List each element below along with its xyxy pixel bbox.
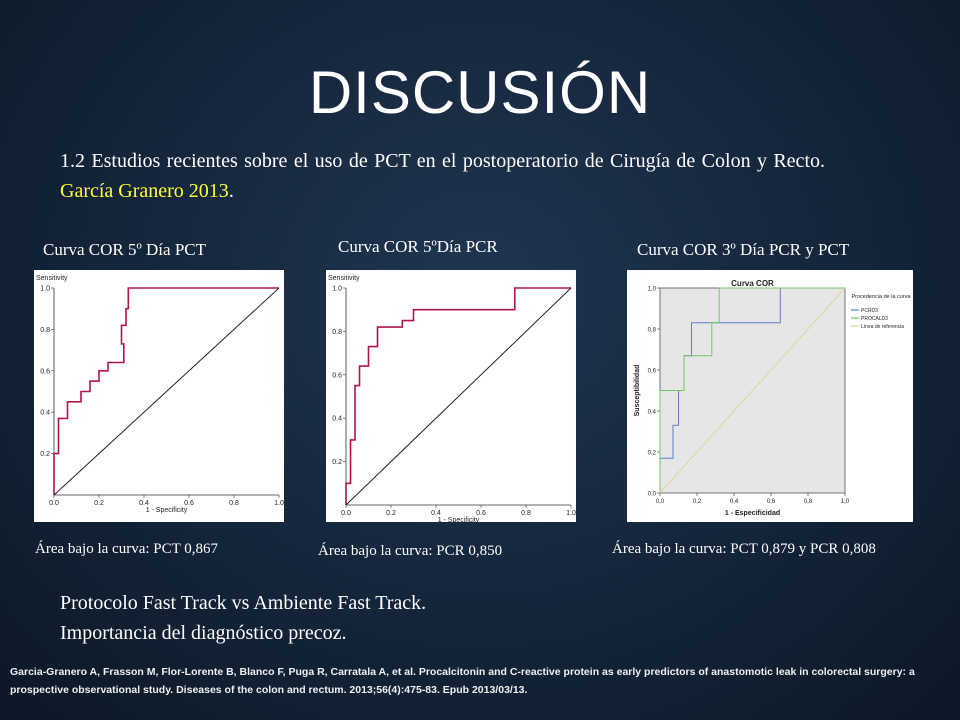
x-axis-label: 1 - Specificity [438, 517, 480, 522]
y-tick-label: 1.0 [332, 286, 342, 293]
y-tick-label: 0,8 [648, 328, 657, 334]
intro-paragraph: 1.2 Estudios recientes sobre el uso de P… [60, 146, 825, 206]
roc-curve [345, 287, 571, 505]
intro-end: . [228, 180, 234, 202]
roc-panel-pcr-day5: 0.0 0.2 0.4 0.6 0.8 1.0 0.2 0.4 0.6 0.8 1.0 1 - Spe… [326, 270, 576, 522]
legend-entry: PROCALD3 [861, 316, 888, 322]
conclusion-line-2: Importancia del diagnóstico precoz. [60, 622, 347, 644]
auc-text-1: Área bajo la curva: [35, 541, 154, 557]
y-tick-label: 0.8 [40, 327, 50, 334]
legend-entry: PCRD3 [861, 308, 878, 314]
roc-chart-pcr-day5: 0.0 0.2 0.4 0.6 0.8 1.0 0.2 0.4 0.6 0.8 1.0 1 - Spe… [328, 275, 576, 522]
y-tick-label: 0,6 [648, 369, 657, 375]
chart-title: Curva COR [731, 279, 774, 288]
intro-text: 1.2 Estudios recientes sobre el uso de P… [60, 150, 825, 172]
caption-chart-2: Curva COR 5ºDía PCR [338, 237, 498, 256]
y-tick-label: 0,2 [648, 451, 657, 457]
x-tick-label: 0.2 [386, 510, 396, 517]
auc-text-3: Área bajo la curva: [612, 541, 731, 557]
y-tick-label: 1,0 [648, 287, 657, 293]
x-tick-label: 0,0 [656, 499, 665, 505]
x-axis-label: 1 - Specificity [146, 507, 188, 514]
legend-title: Procedencia de la curva [851, 294, 911, 300]
reference-diagonal [345, 287, 572, 506]
roc-panel-pct-day5: 0.0 0.2 0.4 0.6 0.8 1.0 0.2 0.4 0.6 0.8 1.0 1 - Spe… [34, 270, 284, 522]
x-tick-label: 0.6 [476, 510, 486, 517]
x-tick-label: 1,0 [841, 499, 850, 505]
x-tick-label: 1.0 [566, 510, 576, 517]
conclusions: Protocolo Fast Track vs Ambiente Fast Tr… [60, 588, 426, 648]
auc-value-3: PCT 0,879 y PCR 0,808 [730, 541, 876, 557]
legend-entry: Línea de referencia [861, 324, 904, 330]
y-tick-label: 0.4 [332, 416, 342, 423]
x-tick-label: 0,6 [767, 499, 776, 505]
y-axis-label: Sensitivity [36, 275, 68, 282]
x-tick-label: 0.8 [229, 500, 239, 507]
roc-curve-l-nea-de-referencia [659, 287, 846, 494]
y-tick-label: 0,0 [648, 492, 657, 498]
caption-chart-1: Curva COR 5º Día PCT [43, 240, 206, 259]
y-tick-label: 0.2 [40, 451, 50, 458]
reference-citation: Garcia-Granero A, Frasson M, Flor-Lorent… [10, 666, 915, 696]
x-axis-label: 1 - Especificidad [725, 510, 780, 517]
y-tick-label: 0.8 [332, 329, 342, 336]
x-tick-label: 0.6 [184, 500, 194, 507]
x-tick-label: 0.4 [139, 500, 149, 507]
y-axis-label: Sensitivity [328, 275, 360, 282]
intro-highlight: García Granero 2013 [60, 180, 229, 202]
x-tick-label: 0.2 [94, 500, 104, 507]
x-tick-label: 0.0 [341, 510, 351, 517]
reference-diagonal [53, 287, 280, 496]
auc-label-3: Área bajo la curva: PCT 0,879 y PCR 0,80… [612, 541, 876, 558]
x-tick-label: 0.8 [521, 510, 531, 517]
x-tick-label: 0,2 [693, 499, 702, 505]
auc-label-2: Área bajo la curva: PCR 0,850 [318, 543, 502, 560]
auc-value-2: PCR 0,850 [436, 543, 503, 559]
auc-label-1: Área bajo la curva: PCT 0,867 [35, 541, 218, 558]
y-tick-label: 0.6 [332, 372, 342, 379]
roc-panel-day3: Curva COR 0,0 0,2 0,4 0,6 0,8 1,0 0,0 0,2 0,4 0,6 0… [627, 270, 913, 522]
y-tick-label: 1.0 [40, 286, 50, 293]
auc-text-2: Área bajo la curva: [318, 543, 437, 559]
y-tick-label: 0,4 [648, 410, 657, 416]
y-tick-label: 0.2 [332, 459, 342, 466]
x-tick-label: 0,4 [730, 499, 739, 505]
roc-chart-pct-day5: 0.0 0.2 0.4 0.6 0.8 1.0 0.2 0.4 0.6 0.8 1.0 1 - Spe… [36, 275, 284, 514]
y-tick-label: 0.6 [40, 368, 50, 375]
roc-curve [53, 287, 279, 495]
y-tick-label: 0.4 [40, 410, 50, 417]
x-tick-label: 0,8 [804, 499, 813, 505]
caption-chart-3: Curva COR 3º Día PCR y PCT [637, 240, 850, 259]
x-tick-label: 0.0 [49, 500, 59, 507]
slide-title: DISCUSIÓN [308, 59, 652, 126]
x-tick-label: 0.4 [431, 510, 441, 517]
roc-chart-day3: Curva COR 0,0 0,2 0,4 0,6 0,8 1,0 0,0 0,2 0,4 0,6 0… [634, 279, 911, 517]
y-axis-label: Susceptibilidad [634, 365, 641, 417]
conclusion-line-1: Protocolo Fast Track vs Ambiente Fast Tr… [60, 592, 427, 614]
roc-curve-procald3 [659, 287, 845, 493]
x-tick-label: 1.0 [274, 500, 284, 507]
auc-value-1: PCT 0,867 [153, 541, 219, 557]
